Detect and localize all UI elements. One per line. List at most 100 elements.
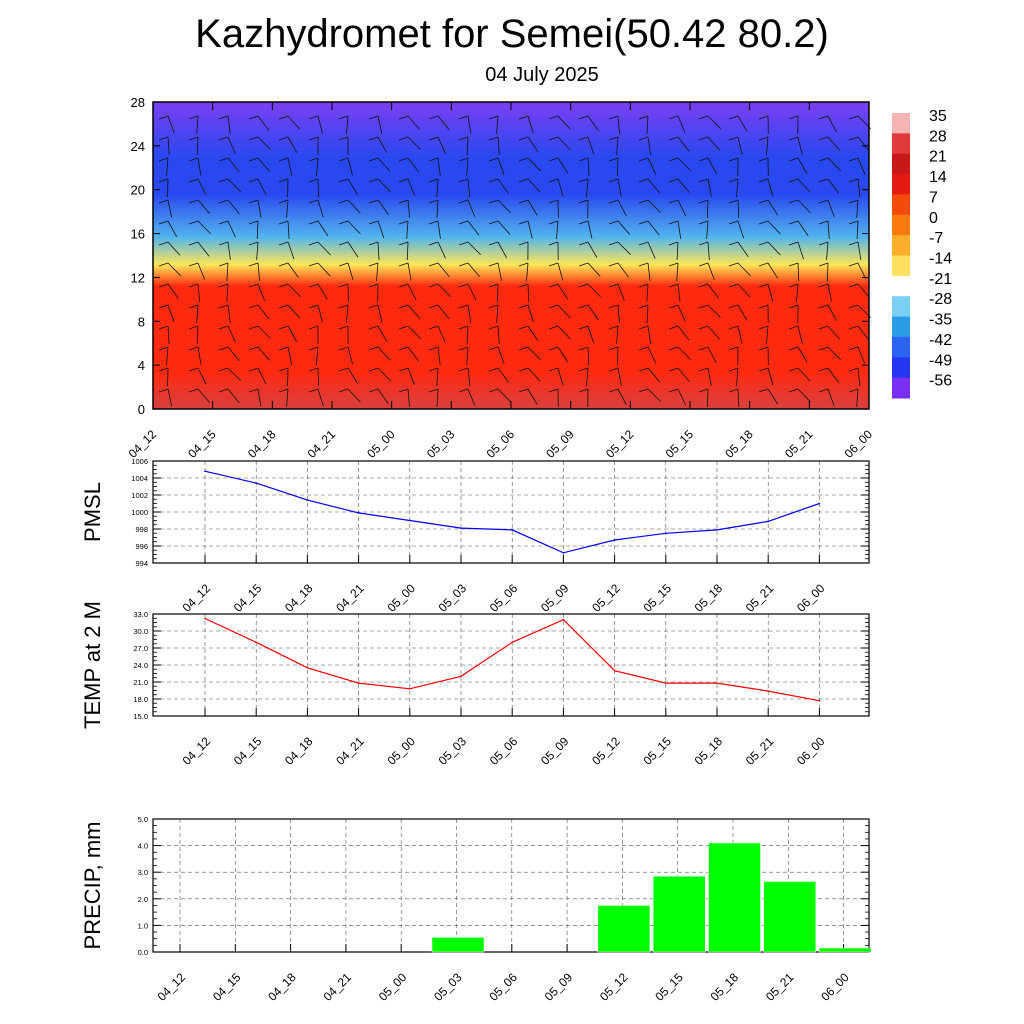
- wind-barb: [167, 115, 175, 134]
- wind-barb-flag: [308, 325, 319, 330]
- data-point: [562, 618, 565, 621]
- wind-barb: [287, 115, 301, 130]
- wind-barb-flag: [518, 346, 529, 351]
- wind-barb: [857, 283, 870, 299]
- wind-barb: [197, 178, 207, 196]
- wind-barb: [647, 199, 662, 214]
- wind-barb: [677, 325, 690, 341]
- wind-barb-flag: [248, 346, 259, 351]
- x-tick-label: 04_21: [321, 970, 355, 1004]
- wind-barb: [227, 115, 231, 134]
- x-tick-label: 04_21: [333, 581, 367, 615]
- data-point: [306, 499, 309, 501]
- wind-barb: [407, 262, 412, 281]
- wind-barb: [586, 367, 589, 386]
- wind-barb-flag: [218, 283, 229, 288]
- wind-barb: [377, 220, 385, 239]
- wind-barb: [857, 367, 861, 386]
- y-tick-label: 8: [138, 314, 145, 329]
- wind-barb-flag: [608, 178, 619, 183]
- colorbar-swatch: [892, 316, 910, 338]
- wind-barb-flag: [698, 178, 709, 183]
- wind-barb-flag: [668, 388, 679, 393]
- wind-barb-flag: [578, 157, 589, 162]
- wind-barb-flag: [458, 115, 469, 120]
- wind-barb-flag: [848, 304, 859, 309]
- colorbar-label: 7: [929, 189, 938, 206]
- wind-barb: [317, 283, 328, 300]
- wind-barb: [167, 241, 181, 256]
- wind-barb: [827, 304, 837, 322]
- wind-barb-flag: [638, 325, 649, 330]
- wind-barb-flag: [308, 199, 319, 204]
- data-point: [613, 539, 616, 541]
- wind-barb-flag: [458, 157, 469, 162]
- y-tick-label: 15.0: [133, 712, 148, 721]
- x-tick-label: 05_18: [722, 427, 756, 461]
- wind-barb: [587, 136, 595, 155]
- wind-barb: [287, 241, 295, 260]
- wind-barb: [707, 199, 709, 219]
- wind-barb: [677, 346, 692, 361]
- wind-barb: [646, 283, 649, 302]
- wind-barb-flag: [338, 157, 349, 162]
- wind-barb: [167, 388, 173, 407]
- wind-barb: [167, 325, 170, 344]
- wind-barb-flag: [578, 178, 589, 183]
- wind-barb: [317, 262, 331, 277]
- wind-barb-flag: [818, 304, 829, 309]
- wind-barb: [706, 388, 709, 408]
- x-tick-label: 04_21: [305, 427, 339, 461]
- wind-barb: [676, 241, 679, 260]
- wind-barb-flag: [158, 304, 169, 309]
- data-point: [204, 470, 206, 473]
- wind-barb: [407, 304, 421, 319]
- wind-barb-flag: [278, 220, 289, 225]
- wind-barb-flag: [338, 220, 349, 225]
- wind-barb: [287, 325, 298, 342]
- wind-barb: [557, 325, 571, 340]
- wind-barb: [616, 157, 619, 177]
- wind-barb-flag: [368, 157, 379, 162]
- wind-barb-flag: [368, 283, 379, 288]
- wind-barb: [707, 283, 720, 299]
- wind-barb-flag: [788, 325, 799, 330]
- wind-barb-flag: [578, 346, 589, 351]
- data-point: [460, 527, 462, 529]
- wind-barb: [527, 115, 534, 134]
- wind-barb: [497, 346, 505, 365]
- x-tick-label: 05_15: [640, 734, 674, 768]
- wind-barb: [227, 157, 240, 173]
- wind-barb: [437, 283, 452, 298]
- wind-barb-flag: [818, 262, 829, 267]
- wind-barb-flag: [308, 241, 319, 246]
- wind-barb: [227, 325, 236, 343]
- wind-barb: [436, 199, 439, 218]
- wind-barb: [466, 157, 469, 176]
- wind-barb-flag: [338, 388, 349, 393]
- y-tick-label: 20: [131, 183, 145, 198]
- wind-barb-flag: [668, 115, 679, 120]
- wind-barb-flag: [518, 283, 529, 288]
- wind-barb: [827, 157, 841, 172]
- wind-barb: [407, 346, 420, 362]
- wind-barb-flag: [848, 283, 859, 288]
- wind-barb-flag: [278, 157, 289, 162]
- colorbar-swatch: [892, 235, 910, 256]
- wind-barb-flag: [608, 346, 619, 351]
- wind-barb-flag: [608, 115, 619, 120]
- y-tick-label: 30.0: [133, 627, 148, 636]
- colorbar-swatch: [892, 214, 910, 236]
- wind-barb-flag: [428, 157, 439, 162]
- wind-barb: [796, 283, 799, 302]
- wind-barb-flag: [758, 262, 769, 267]
- wind-barb: [827, 388, 835, 407]
- wind-barb-flag: [488, 367, 499, 372]
- wind-barb-flag: [668, 136, 679, 141]
- wind-barb: [317, 115, 323, 134]
- x-tick-label: 05_06: [487, 581, 521, 615]
- wind-barb: [827, 262, 829, 282]
- wind-barb-flag: [458, 220, 469, 225]
- wind-barb: [466, 346, 469, 365]
- wind-barb: [557, 115, 571, 130]
